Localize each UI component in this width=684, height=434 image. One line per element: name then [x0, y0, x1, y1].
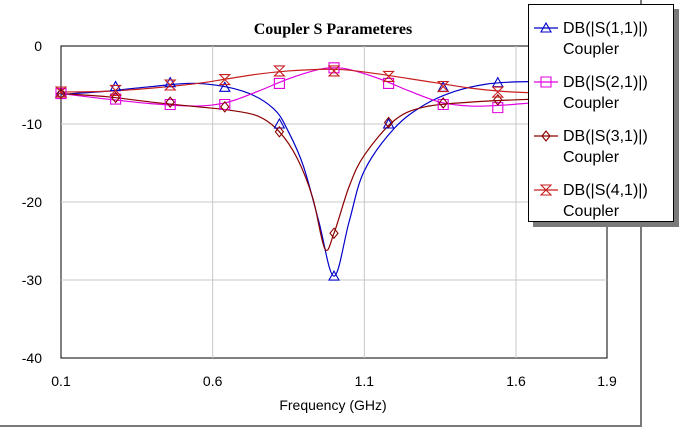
series-2-marker	[273, 77, 285, 89]
series-1-marker	[273, 117, 286, 129]
legend-sublabel: Coupler	[563, 203, 620, 220]
series-3-marker	[329, 227, 339, 240]
series-3-marker	[165, 96, 175, 109]
series-4-marker	[163, 79, 177, 91]
x-tick-label: 1.9	[597, 373, 617, 389]
legend-sublabel: Coupler	[563, 149, 620, 166]
legend-marker	[540, 21, 552, 33]
series-line-3	[60, 92, 608, 251]
legend-label: DB(|S(2,1)|)	[563, 74, 648, 91]
legend-sublabel: Coupler	[563, 41, 620, 58]
legend-label: DB(|S(4,1)|)	[563, 182, 648, 199]
legend-item-2[interactable]: DB(|S(2,1)|) Coupler	[534, 74, 648, 112]
series-3-marker	[274, 125, 285, 138]
series-4-marker	[436, 81, 450, 93]
series-4-marker	[382, 70, 395, 82]
series-4-marker	[218, 73, 232, 86]
y-tick-label: -40	[22, 350, 42, 366]
y-tick-label: 0	[34, 38, 42, 54]
series-4-marker	[327, 65, 341, 77]
legend-item-4[interactable]: DB(|S(4,1)|) Coupler	[534, 182, 648, 220]
chart-title: Coupler S Parameteres	[254, 21, 412, 38]
series-line-1	[60, 81, 608, 277]
x-tick-label: 0.1	[51, 373, 71, 389]
y-tick-label: -10	[22, 116, 42, 132]
legend-marker	[539, 184, 553, 196]
x-axis-label: Frequency (GHz)	[279, 397, 386, 413]
x-tick-label: 1.6	[506, 373, 526, 389]
series-4-marker	[109, 84, 122, 97]
x-tick-label: 1.1	[355, 373, 375, 389]
series-2-marker	[55, 88, 67, 100]
series-4-marker	[54, 86, 68, 98]
y-tick-label: -20	[22, 194, 42, 210]
legend-label: DB(|S(1,1)|)	[563, 20, 648, 37]
series-2-marker	[219, 98, 231, 111]
series-3-marker	[56, 87, 66, 100]
series-1-marker	[328, 269, 340, 281]
legend-marker	[540, 76, 552, 88]
series-2-marker	[328, 62, 340, 74]
series-3-marker	[493, 93, 503, 106]
series-4-marker	[273, 65, 286, 77]
legend-item-1[interactable]: DB(|S(1,1)|) Coupler	[534, 20, 648, 58]
legend-sublabel: Coupler	[563, 95, 620, 112]
series-3-marker	[438, 97, 448, 109]
legend-marker	[541, 130, 551, 142]
legend[interactable]: DB(|S(1,1)|)CouplerDB(|S(2,1)|)CouplerDB…	[528, 4, 680, 229]
series-3-marker	[220, 100, 230, 113]
legend-item-3[interactable]: DB(|S(3,1)|) Coupler	[534, 128, 648, 166]
series-4-marker	[491, 86, 505, 98]
series-3-marker	[383, 116, 394, 129]
y-tick-label: -30	[22, 272, 42, 288]
chart: 0.1 0.6 1.1 1.6 1.9 0 -10 -20 -30 -40 Coupler S P…	[22, 21, 617, 413]
legend-label: DB(|S(3,1)|)	[563, 128, 648, 145]
series-1-marker	[218, 81, 231, 92]
x-tick-label: 0.6	[203, 373, 223, 389]
